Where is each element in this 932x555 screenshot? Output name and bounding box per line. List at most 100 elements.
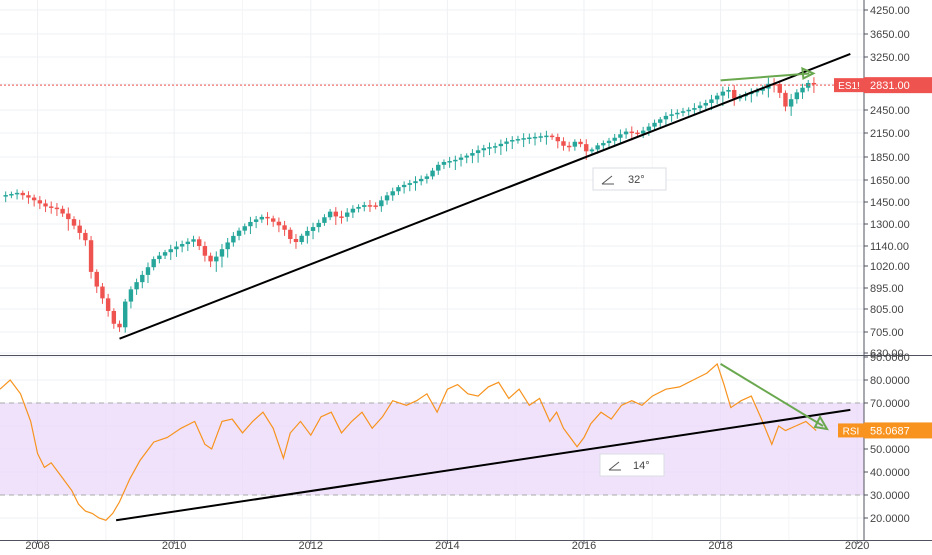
candle-body[interactable] — [77, 225, 82, 233]
candle-body[interactable] — [134, 282, 139, 290]
candle-body[interactable] — [754, 90, 760, 93]
candle-body[interactable] — [783, 92, 788, 107]
candle-body[interactable] — [60, 208, 65, 214]
candle-body[interactable] — [14, 192, 20, 195]
candle-body[interactable] — [390, 191, 395, 196]
candle-body[interactable] — [589, 149, 595, 152]
candle-body[interactable] — [202, 246, 208, 256]
candle-body[interactable] — [231, 235, 236, 243]
candle-body[interactable] — [498, 143, 504, 147]
candle-body[interactable] — [49, 206, 54, 208]
candle-body[interactable] — [578, 141, 583, 145]
candle-body[interactable] — [401, 184, 407, 188]
candle-body[interactable] — [333, 211, 339, 217]
candle-body[interactable] — [282, 225, 287, 230]
candle-body[interactable] — [111, 310, 117, 324]
candle-body[interactable] — [128, 289, 134, 302]
candle-body[interactable] — [464, 155, 469, 158]
candle-body[interactable] — [305, 230, 310, 236]
candle-body[interactable] — [527, 137, 532, 140]
candle-body[interactable] — [413, 181, 418, 184]
candle-body[interactable] — [703, 102, 708, 106]
candle-body[interactable] — [157, 255, 162, 260]
candle-body[interactable] — [151, 259, 156, 268]
candle-body[interactable] — [635, 132, 640, 135]
candle-body[interactable] — [168, 249, 173, 253]
candle-body[interactable] — [185, 241, 191, 245]
candle-body[interactable] — [26, 195, 31, 198]
candle-body[interactable] — [310, 227, 316, 231]
candle-body[interactable] — [174, 246, 179, 250]
candle-body[interactable] — [572, 141, 578, 147]
candle-body[interactable] — [219, 249, 225, 257]
candle-body[interactable] — [88, 240, 94, 272]
candle-body[interactable] — [316, 222, 321, 228]
candle-body[interactable] — [521, 138, 526, 140]
candle-body[interactable] — [145, 267, 151, 275]
candle-body[interactable] — [71, 219, 77, 226]
candle-body[interactable] — [259, 216, 265, 220]
candle-body[interactable] — [788, 99, 794, 107]
candle-body[interactable] — [140, 274, 145, 283]
candle-body[interactable] — [658, 119, 663, 123]
candle-body[interactable] — [225, 242, 230, 250]
candles[interactable] — [3, 77, 817, 333]
candle-body[interactable] — [83, 232, 88, 241]
candle-body[interactable] — [447, 161, 452, 163]
candle-body[interactable] — [162, 252, 168, 256]
candle-body[interactable] — [293, 238, 299, 243]
candle-body[interactable] — [384, 195, 390, 201]
candle-body[interactable] — [555, 136, 560, 142]
candle-body[interactable] — [20, 192, 25, 196]
candle-body[interactable] — [561, 141, 566, 146]
candle-body[interactable] — [663, 115, 669, 120]
candle-body[interactable] — [475, 150, 481, 154]
candle-body[interactable] — [601, 143, 606, 146]
candle-body[interactable] — [322, 217, 327, 223]
candle-body[interactable] — [441, 161, 447, 165]
candle-body[interactable] — [811, 82, 817, 85]
candle-body[interactable] — [618, 134, 623, 138]
candle-body[interactable] — [492, 146, 498, 148]
candle-body[interactable] — [276, 221, 282, 226]
candle-body[interactable] — [105, 298, 111, 311]
candle-body[interactable] — [515, 139, 521, 141]
candle-body[interactable] — [197, 239, 202, 247]
candle-body[interactable] — [623, 131, 629, 135]
candle-body[interactable] — [362, 205, 367, 207]
candle-body[interactable] — [100, 286, 105, 299]
candle-body[interactable] — [396, 187, 401, 192]
candle-body[interactable] — [680, 111, 686, 113]
candle-body[interactable] — [697, 105, 703, 109]
candle-body[interactable] — [356, 206, 361, 209]
candle-body[interactable] — [179, 244, 185, 247]
candle-body[interactable] — [669, 114, 674, 116]
candle-body[interactable] — [532, 136, 538, 139]
candle-body[interactable] — [208, 255, 213, 262]
candle-body[interactable] — [31, 197, 37, 201]
candle-body[interactable] — [350, 208, 356, 213]
candle-body[interactable] — [566, 145, 572, 148]
candle-body[interactable] — [760, 88, 765, 91]
candle-body[interactable] — [544, 135, 549, 138]
candle-body[interactable] — [646, 126, 652, 131]
candle-body[interactable] — [424, 176, 430, 179]
candle-body[interactable] — [800, 87, 805, 93]
candle-body[interactable] — [794, 92, 800, 100]
candle-body[interactable] — [584, 144, 589, 152]
candle-body[interactable] — [242, 226, 247, 231]
candle-body[interactable] — [538, 136, 543, 138]
candle-body[interactable] — [720, 91, 726, 96]
candle-body[interactable] — [458, 157, 464, 160]
candle-body[interactable] — [327, 211, 333, 218]
candle-body[interactable] — [692, 108, 697, 110]
candle-body[interactable] — [94, 271, 99, 287]
candle-body[interactable] — [640, 130, 646, 134]
candle-body[interactable] — [191, 239, 196, 242]
candle-body[interactable] — [504, 141, 509, 144]
candle-body[interactable] — [777, 84, 782, 93]
candle-body[interactable] — [214, 256, 219, 262]
candle-body[interactable] — [43, 203, 48, 207]
